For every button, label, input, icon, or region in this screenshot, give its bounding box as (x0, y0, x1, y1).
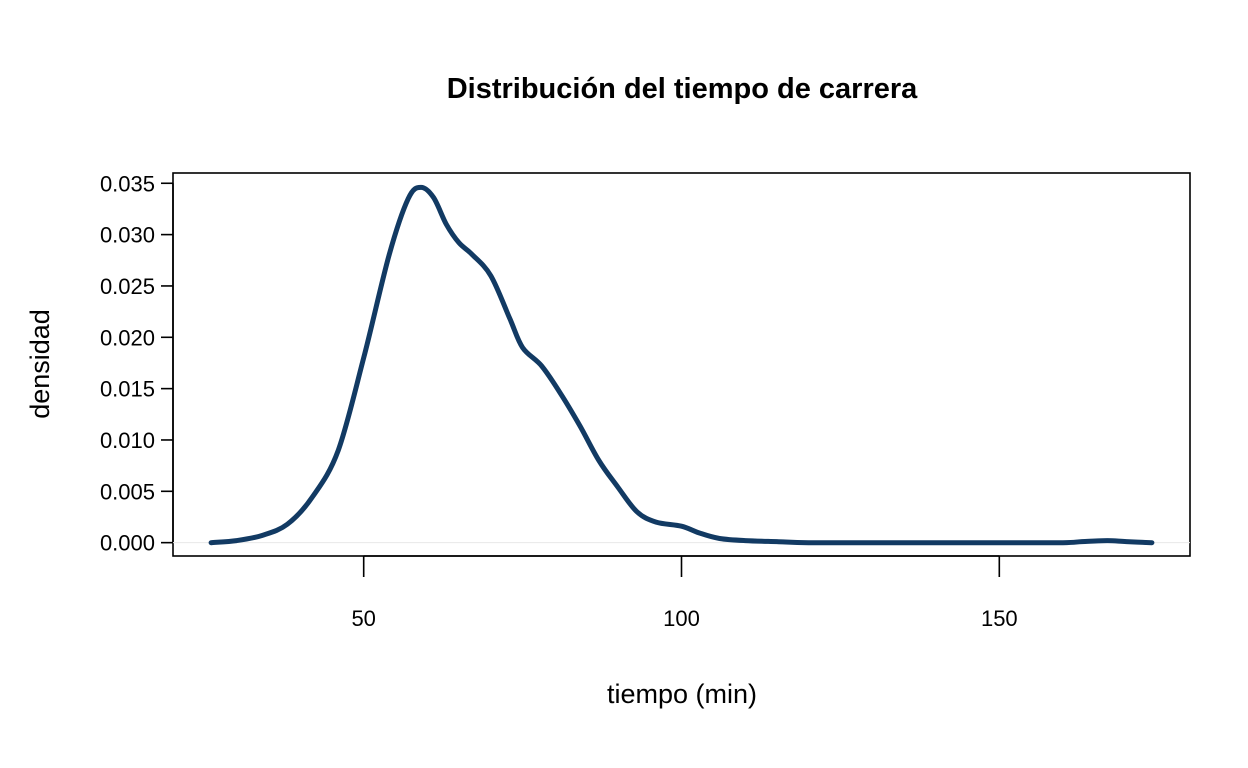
plot-area (173, 184, 1190, 546)
y-tick-label: 0.035 (100, 171, 155, 196)
y-tick-label: 0.005 (100, 479, 155, 504)
y-tick-label: 0.020 (100, 325, 155, 350)
y-tick-label: 0.030 (100, 223, 155, 248)
y-axis-label: densidad (25, 309, 55, 419)
y-tick-label: 0.025 (100, 274, 155, 299)
x-axis-label: tiempo (min) (607, 679, 757, 709)
x-tick-label: 150 (981, 606, 1018, 631)
y-tick-label: 0.015 (100, 377, 155, 402)
plot-frame (172, 172, 1191, 557)
x-tick-label: 50 (351, 606, 375, 631)
chart-title: Distribución del tiempo de carrera (447, 73, 918, 105)
x-axis: 50 100 150 (351, 555, 1018, 631)
y-tick-label: 0.000 (100, 531, 155, 556)
density-line-0 (208, 184, 1155, 546)
y-axis: 0.000 0.005 0.010 0.015 0.020 0.025 0.030 0.035 (100, 171, 174, 556)
y-tick-label: 0.010 (100, 428, 155, 453)
x-tick-label: 100 (663, 606, 700, 631)
